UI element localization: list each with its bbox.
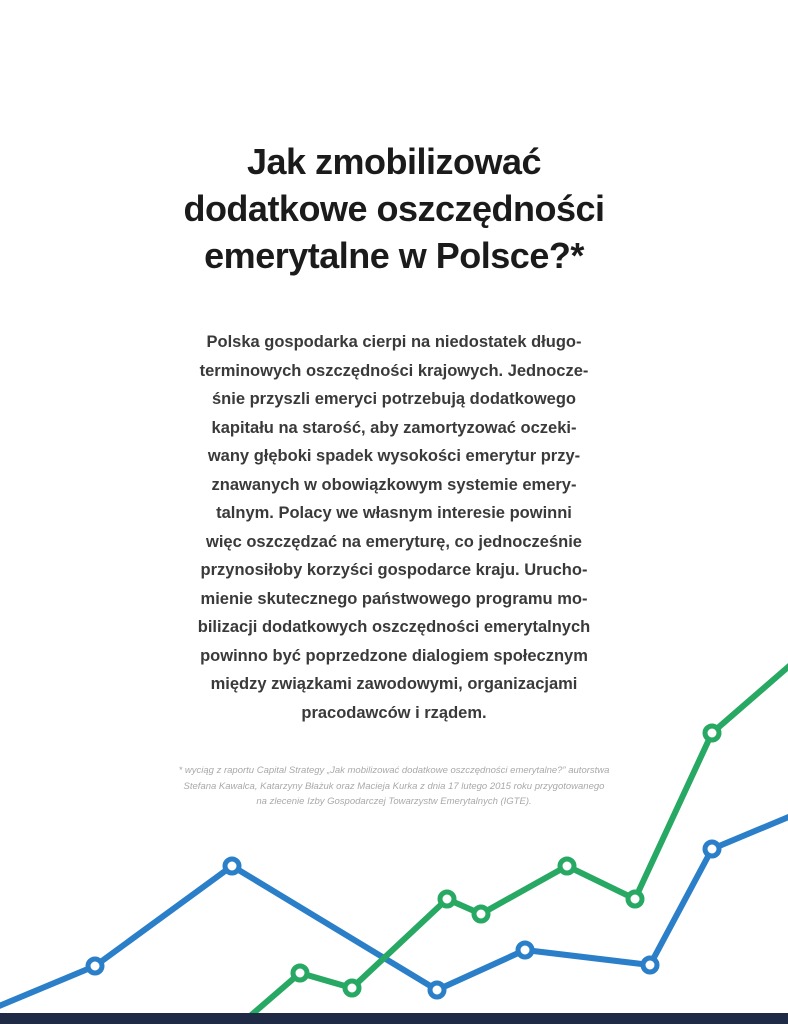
footnote: * wyciąg z raportu Capital Strategy „Jak…: [178, 765, 610, 807]
page-title: Jak zmobilizować dodatkowe oszczędności …: [183, 141, 605, 276]
bottom-bar: [0, 1013, 788, 1024]
body-paragraph: Polska gospodarka cierpi na niedostatek …: [197, 333, 591, 722]
